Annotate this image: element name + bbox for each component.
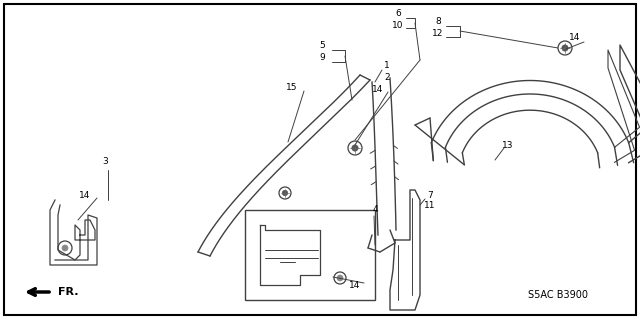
Text: 14: 14 [349, 280, 361, 290]
Circle shape [337, 275, 343, 281]
Text: 4: 4 [372, 205, 378, 214]
Text: 6: 6 [395, 10, 401, 19]
Circle shape [562, 45, 568, 51]
Text: 8: 8 [435, 18, 441, 26]
Text: 14: 14 [372, 85, 384, 94]
Text: 9: 9 [319, 53, 325, 62]
Text: 12: 12 [432, 29, 444, 39]
Text: 2: 2 [384, 72, 390, 81]
Text: 14: 14 [570, 33, 580, 42]
Text: 7: 7 [427, 190, 433, 199]
Text: 5: 5 [319, 41, 325, 49]
Circle shape [62, 245, 68, 251]
Text: 13: 13 [502, 140, 514, 150]
Text: 15: 15 [286, 84, 298, 93]
Text: 11: 11 [424, 202, 436, 211]
Text: S5AC B3900: S5AC B3900 [528, 290, 588, 300]
Circle shape [352, 145, 358, 151]
Circle shape [282, 190, 288, 196]
Text: 1: 1 [384, 61, 390, 70]
Text: 3: 3 [102, 158, 108, 167]
Text: 14: 14 [79, 190, 91, 199]
Text: 10: 10 [392, 20, 404, 29]
Text: FR.: FR. [58, 287, 78, 297]
Bar [245, 210, 375, 300]
